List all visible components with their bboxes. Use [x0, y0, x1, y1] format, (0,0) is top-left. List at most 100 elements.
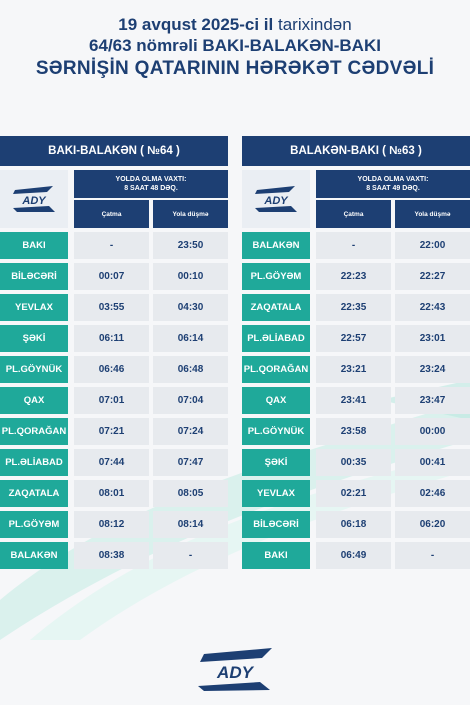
svg-text:ADY: ADY	[21, 195, 47, 207]
title-train-line: 64/63 nömrəli BAKI-BALAKƏN-BAKI	[89, 36, 381, 55]
station-name: PL.ƏLİABAD	[0, 449, 68, 476]
ady-footer-logo: ADY	[198, 648, 272, 691]
departure-time: 23:01	[395, 325, 470, 352]
station-name: PL.GÖYƏM	[0, 511, 68, 538]
arrival-time: -	[316, 232, 391, 259]
ady-logo: ADY	[242, 170, 310, 228]
station-name: PL.QORAĞAN	[0, 418, 68, 445]
departure-time: 23:50	[153, 232, 228, 259]
station-name: QAX	[0, 387, 68, 414]
table-row: BAKI 06:49-	[242, 542, 470, 569]
table-row: ŞƏKİ 06:11 06:14	[0, 325, 228, 352]
departure-time: 22:00	[395, 232, 470, 259]
arrival-time: 08:12	[74, 511, 149, 538]
arrival-time: 23:41	[316, 387, 391, 414]
arrival-time: 06:46	[74, 356, 149, 383]
station-name: BAKI	[0, 232, 68, 259]
station-name: PL.GÖYƏM	[242, 263, 310, 290]
title-schedule-line: SƏRNİŞİN QATARININ HƏRƏKƏT CƏDVƏLİ	[35, 58, 435, 79]
departure-time: 00:41	[395, 449, 470, 476]
departure-time: 23:47	[395, 387, 470, 414]
departure-time: 08:05	[153, 480, 228, 507]
table-row: PL.GÖYNÜK 23:58 00:00	[242, 418, 470, 445]
ady-logo-icon: ADY	[255, 186, 297, 212]
departure-time: 22:43	[395, 294, 470, 321]
table-row: ZAQATALA 22:35 22:43	[242, 294, 470, 321]
departure-time: 23:24	[395, 356, 470, 383]
column-header-arrival: Çatma	[316, 200, 391, 228]
title-date-suffix: tarixindən	[273, 15, 352, 34]
station-name: PL.GÖYNÜK	[242, 418, 310, 445]
table-row: YEVLAX 03:55 04:30	[0, 294, 228, 321]
page-title: 19 avqust 2025-ci il tarixindən 64/63 nö…	[0, 14, 470, 82]
arrival-time: 22:35	[316, 294, 391, 321]
arrival-time: 07:01	[74, 387, 149, 414]
title-date-line: 19 avqust 2025-ci il tarixindən	[0, 14, 470, 35]
travel-time-label: YOLDA OLMA VAXTI:	[357, 176, 429, 183]
ady-logo-icon: ADY	[13, 186, 55, 212]
panel-title: BALAKƏN-BAKI ( №63 )	[242, 136, 470, 166]
table-row: PL.GÖYƏM 22:23 22:27	[242, 263, 470, 290]
station-name: QAX	[242, 387, 310, 414]
arrival-time: 07:21	[74, 418, 149, 445]
station-name: ZAQATALA	[0, 480, 68, 507]
arrival-time: 22:57	[316, 325, 391, 352]
departure-time: 06:48	[153, 356, 228, 383]
station-name: BİLƏCƏRİ	[0, 263, 68, 290]
station-name: BAKI	[242, 542, 310, 569]
travel-time-value: 8 SAAT 48 DƏQ.	[124, 185, 178, 192]
departure-time: 00:00	[395, 418, 470, 445]
table-row: YEVLAX 02:21 02:46	[242, 480, 470, 507]
schedule-rows: BALAKƏN -22:00 PL.GÖYƏM 22:23 22:27 ZAQATAL…	[242, 232, 470, 573]
arrival-time: 23:21	[316, 356, 391, 383]
station-name: BALAKƏN	[0, 542, 68, 569]
station-name: BİLƏCƏRİ	[242, 511, 310, 538]
station-name: ZAQATALA	[242, 294, 310, 321]
arrival-time: 00:35	[316, 449, 391, 476]
arrival-time: 07:44	[74, 449, 149, 476]
panel-title: BAKI-BALAKƏN ( №64 )	[0, 136, 228, 166]
ady-logo: ADY	[0, 170, 68, 228]
table-row: QAX 23:41 23:47	[242, 387, 470, 414]
station-name: PL.QORAĞAN	[242, 356, 310, 383]
table-row: PL.GÖYNÜK 06:46 06:48	[0, 356, 228, 383]
arrival-time: 08:01	[74, 480, 149, 507]
table-row: PL.ƏLİABAD 22:57 23:01	[242, 325, 470, 352]
departure-time: 06:14	[153, 325, 228, 352]
departure-time: 08:14	[153, 511, 228, 538]
departure-time: 06:20	[395, 511, 470, 538]
table-row: PL.QORAĞAN 23:21 23:24	[242, 356, 470, 383]
station-name: YEVLAX	[242, 480, 310, 507]
station-name: YEVLAX	[0, 294, 68, 321]
table-row: ZAQATALA 08:01 08:05	[0, 480, 228, 507]
travel-time-box: YOLDA OLMA VAXTI: 8 SAAT 48 DƏQ.	[74, 170, 228, 198]
station-name: PL.GÖYNÜK	[0, 356, 68, 383]
table-row: BİLƏCƏRİ 06:18 06:20	[242, 511, 470, 538]
station-name: ŞƏKİ	[0, 325, 68, 352]
table-row: PL.GÖYƏM 08:12 08:14	[0, 511, 228, 538]
table-row: QAX 07:01 07:04	[0, 387, 228, 414]
travel-time-value: 8 SAAT 49 DƏQ.	[366, 185, 420, 192]
station-name: ŞƏKİ	[242, 449, 310, 476]
svg-text:ADY: ADY	[263, 195, 289, 207]
schedule-rows: BAKI -23:50 BİLƏCƏRİ 00:07 00:10 YEVLAX 03:5…	[0, 232, 228, 573]
station-name: BALAKƏN	[242, 232, 310, 259]
table-row: BAKI -23:50	[0, 232, 228, 259]
arrival-time: 02:21	[316, 480, 391, 507]
column-header-departure: Yola düşmə	[153, 200, 228, 228]
station-name: PL.ƏLİABAD	[242, 325, 310, 352]
departure-time: 07:24	[153, 418, 228, 445]
arrival-time: 23:58	[316, 418, 391, 445]
table-row: BALAKƏN 08:38-	[0, 542, 228, 569]
arrival-time: 06:11	[74, 325, 149, 352]
table-row: PL.QORAĞAN 07:21 07:24	[0, 418, 228, 445]
arrival-time: 22:23	[316, 263, 391, 290]
table-row: ŞƏKİ 00:35 00:41	[242, 449, 470, 476]
arrival-time: 06:49	[316, 542, 391, 569]
title-date: 19 avqust 2025-ci il	[118, 15, 274, 34]
departure-time: -	[153, 542, 228, 569]
departure-time: 22:27	[395, 263, 470, 290]
departure-time: 07:47	[153, 449, 228, 476]
arrival-time: 06:18	[316, 511, 391, 538]
table-row: BALAKƏN -22:00	[242, 232, 470, 259]
